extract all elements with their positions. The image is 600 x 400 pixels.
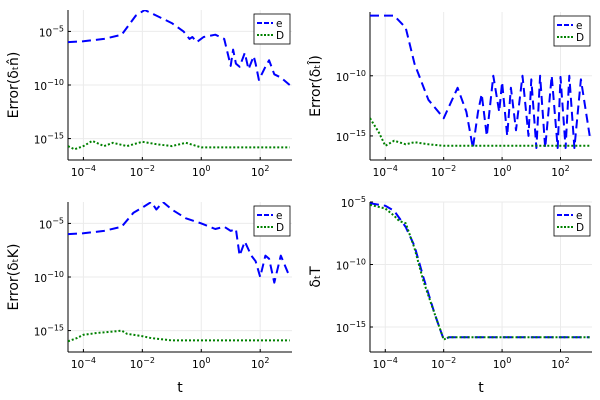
x-tick-label: 100 xyxy=(493,164,511,179)
x-tick-label: 102 xyxy=(551,356,569,371)
x-tick-label: 10−4 xyxy=(71,356,96,371)
legend-box xyxy=(253,13,291,45)
x-tick-label: 10−4 xyxy=(71,164,96,179)
x-tick-label: 102 xyxy=(251,164,269,179)
legend: eD xyxy=(553,15,591,47)
x-tick-label: 102 xyxy=(551,164,569,179)
legend: eD xyxy=(553,205,591,237)
series-line-e xyxy=(68,10,291,86)
y-tick-label: 10−5 xyxy=(39,216,64,231)
y-tick-label: 10−15 xyxy=(34,324,64,339)
legend-label-e: e xyxy=(576,20,582,32)
series-group xyxy=(68,202,291,343)
x-tick-label: 100 xyxy=(192,164,210,179)
y-tick-label: 10−10 xyxy=(336,69,366,84)
panel-top-right: 10−4 10−2 100 102 10−10 10−15 Error(δₜl̂) eD xyxy=(307,12,592,179)
legend-label-e: e xyxy=(576,210,582,222)
y-tick-label: 10−10 xyxy=(34,78,64,93)
x-tick-label: 10−2 xyxy=(130,164,155,179)
legend-box xyxy=(553,205,591,237)
series-line-D xyxy=(370,203,590,341)
y-tick-label: 10−5 xyxy=(39,24,64,39)
series-line-D xyxy=(370,117,590,147)
legend-label-D: D xyxy=(276,30,284,42)
x-tick-label: 102 xyxy=(251,356,269,371)
x-tick-label: 10−2 xyxy=(431,356,456,371)
legend-label-D: D xyxy=(576,222,584,234)
legend: eD xyxy=(253,205,291,237)
series-line-D xyxy=(68,139,290,151)
series-line-e xyxy=(370,202,590,341)
x-tick-label: 10−2 xyxy=(130,356,155,371)
x-tick-label: 10−4 xyxy=(373,356,398,371)
x-axis-label: t xyxy=(177,380,183,396)
panel-bottom-left: 10−4 10−2 100 102 10−5 10−10 10−15 Error(δₜK) t e… xyxy=(6,202,292,396)
x-axis-label: t xyxy=(478,380,484,396)
series-line-e xyxy=(370,14,591,149)
panel-top-left: 10−4 10−2 100 102 10−5 10−10 10−15 Error(δₜn̂) e… xyxy=(6,10,292,179)
series-group xyxy=(370,14,591,149)
panel-bottom-right: 10−4 10−2 100 102 10−5 10−10 10−15 δₜT t eD xyxy=(308,195,592,396)
y-tick-label: 10−5 xyxy=(341,195,366,210)
y-axis-label: Error(δₜn̂) xyxy=(6,52,22,119)
y-tick-label: 10−15 xyxy=(336,129,366,144)
y-tick-label: 10−10 xyxy=(34,270,64,285)
legend-box xyxy=(553,15,591,47)
x-tick-label: 10−2 xyxy=(431,164,456,179)
x-tick-label: 10−4 xyxy=(373,164,398,179)
y-axis-label: Error(δₜK) xyxy=(6,244,22,311)
y-tick-label: 10−10 xyxy=(336,258,366,273)
x-tick-label: 100 xyxy=(493,356,511,371)
y-axis-label: Error(δₜl̂) xyxy=(307,55,324,117)
legend-box xyxy=(253,205,291,237)
legend: eD xyxy=(253,13,291,45)
y-tick-label: 10−15 xyxy=(34,132,64,147)
legend-label-D: D xyxy=(576,32,584,44)
legend-label-e: e xyxy=(276,210,282,222)
series-line-D xyxy=(68,329,290,343)
series-group xyxy=(370,202,590,341)
y-tick-label: 10−15 xyxy=(336,320,366,335)
legend-label-e: e xyxy=(276,18,282,30)
x-tick-label: 100 xyxy=(192,356,210,371)
legend-label-D: D xyxy=(276,222,284,234)
y-axis-label: δₜT xyxy=(308,266,324,288)
series-group xyxy=(68,10,291,151)
series-line-e xyxy=(68,202,291,284)
